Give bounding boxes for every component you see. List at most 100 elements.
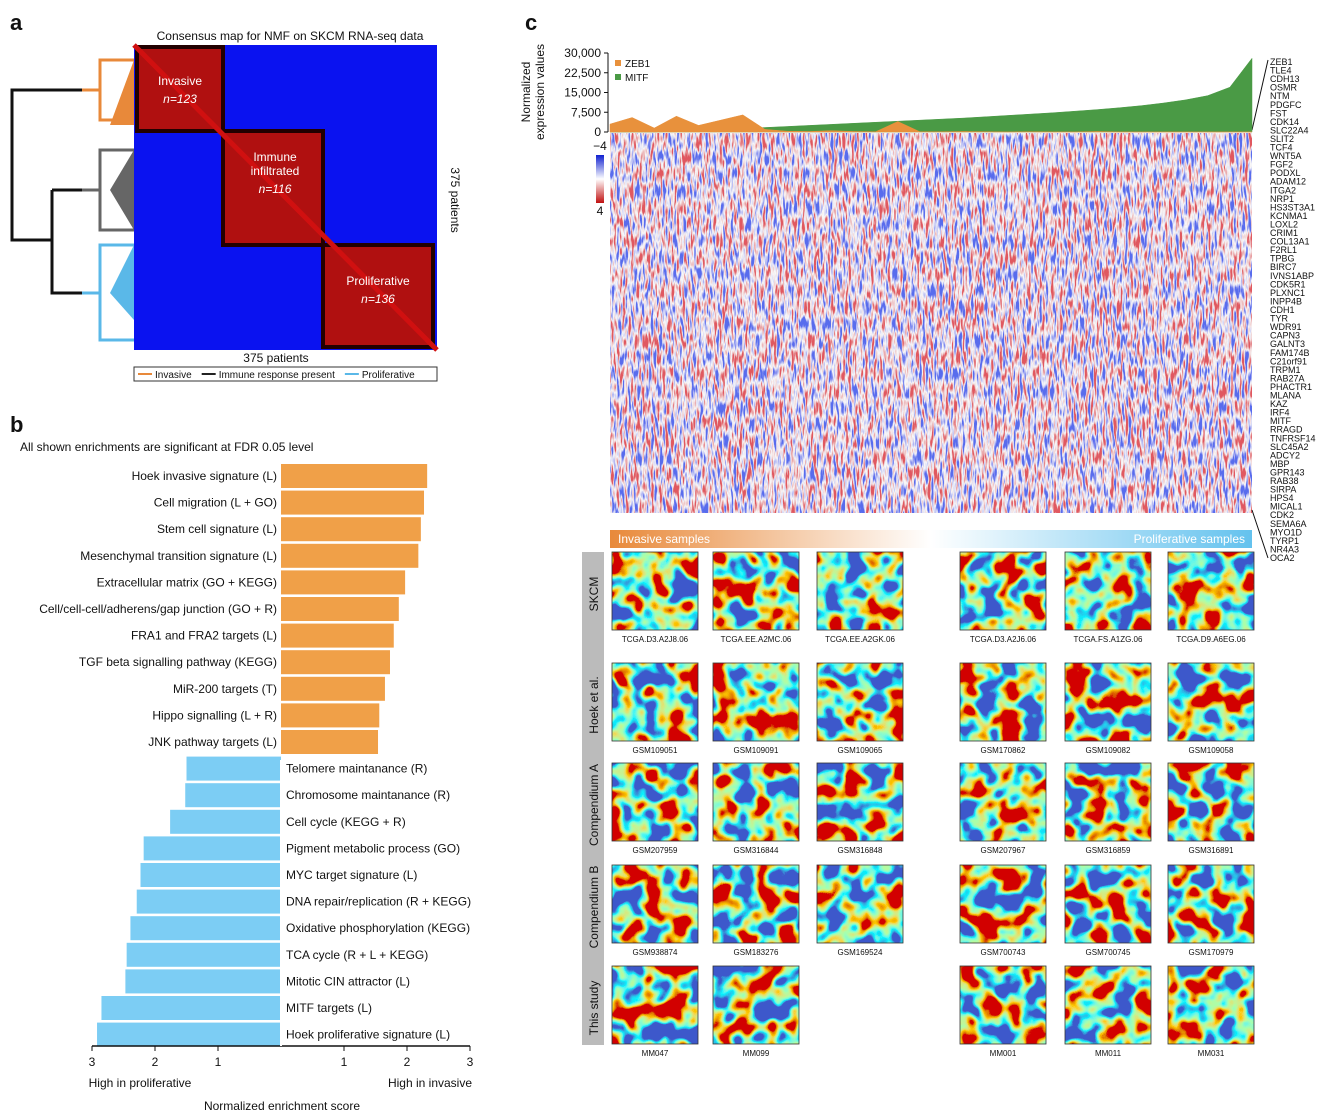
sample-label: GSM316891 — [1189, 846, 1234, 855]
category-label: Hoek proliferative signature (L) — [286, 1028, 450, 1042]
bar — [281, 491, 424, 515]
heatmap — [610, 133, 1252, 513]
map-title: Consensus map for NMF on SKCM RNA-seq da… — [157, 29, 424, 43]
som-map — [1168, 763, 1254, 841]
som-map — [612, 865, 698, 943]
som-map — [1065, 966, 1151, 1044]
row-label: Compendium B — [587, 866, 601, 949]
band-label: Proliferative samples — [1134, 532, 1245, 546]
category-label: JNK pathway targets (L) — [148, 735, 277, 749]
panel-label: a — [10, 10, 23, 35]
category-label: TCA cycle (R + L + KEGG) — [286, 948, 428, 962]
sample-label: GSM700743 — [981, 948, 1026, 957]
som-map — [817, 552, 903, 630]
category-label: MITF targets (L) — [286, 1001, 372, 1015]
sample-label: GSM109082 — [1086, 746, 1131, 755]
bar — [101, 996, 281, 1020]
cluster-label: Immune — [253, 150, 297, 164]
x-tick-label: 3 — [467, 1055, 474, 1069]
som-map — [1065, 763, 1151, 841]
sample-label: GSM109051 — [633, 746, 678, 755]
sample-label: GSM169524 — [838, 948, 883, 957]
bar — [281, 677, 385, 701]
sample-label: GSM109065 — [838, 746, 883, 755]
sample-label: GSM316844 — [734, 846, 779, 855]
sample-label: GSM938874 — [633, 948, 678, 957]
sample-label: TCGA.D3.A2J8.06 — [622, 635, 689, 644]
legend-label: Proliferative — [362, 370, 415, 381]
bar — [125, 969, 281, 993]
som-map — [612, 966, 698, 1044]
sample-label: MM099 — [743, 1049, 770, 1058]
bar — [281, 624, 394, 648]
bar — [127, 943, 281, 967]
category-label: Oxidative phosphorylation (KEGG) — [286, 921, 470, 935]
som-map — [1065, 552, 1151, 630]
sample-label: TCGA.EE.A2MC.06 — [721, 635, 792, 644]
bar — [144, 836, 281, 860]
cluster-label: infiltrated — [251, 164, 300, 178]
bar — [281, 464, 427, 488]
x-tick-label: 3 — [89, 1055, 96, 1069]
x-tick-label: 2 — [152, 1055, 159, 1069]
bar — [187, 757, 282, 781]
sample-label: GSM316859 — [1086, 846, 1131, 855]
som-map — [713, 865, 799, 943]
x-axis-title: Normalized enrichment score — [204, 1099, 360, 1113]
bar — [97, 1023, 281, 1047]
y-tick-label: 7,500 — [571, 105, 601, 119]
sample-label: MM047 — [642, 1049, 669, 1058]
category-label: MYC target signature (L) — [286, 868, 417, 882]
subtitle: All shown enrichments are significant at… — [20, 440, 313, 454]
gene-label: OCA2 — [1270, 553, 1295, 563]
sample-label: GSM170979 — [1189, 948, 1234, 957]
gene-bracket — [1252, 60, 1268, 558]
x-axis-label: 375 patients — [243, 351, 308, 365]
som-map — [1065, 865, 1151, 943]
category-label: Mesenchymal transition signature (L) — [80, 549, 277, 563]
category-label: Mitotic CIN attractor (L) — [286, 974, 410, 988]
x-tick-label: 2 — [404, 1055, 411, 1069]
cluster-label: Invasive — [158, 74, 202, 88]
bar — [281, 703, 379, 727]
category-label: Telomere maintanance (R) — [286, 762, 427, 776]
bar — [281, 517, 421, 541]
category-label: Stem cell signature (L) — [157, 522, 277, 536]
y-tick-label: 30,000 — [564, 46, 601, 60]
category-label: Chromosome maintanance (R) — [286, 788, 450, 802]
sample-label: GSM170862 — [981, 746, 1026, 755]
som-map — [960, 663, 1046, 741]
legend-swatch — [615, 60, 621, 66]
sample-label: MM001 — [990, 1049, 1017, 1058]
som-map — [817, 763, 903, 841]
band-label: Invasive samples — [618, 532, 710, 546]
sample-label: GSM316848 — [838, 846, 883, 855]
dendrogram — [12, 60, 134, 340]
row-label: This study — [587, 981, 601, 1036]
som-map — [1168, 663, 1254, 741]
category-label: Hoek invasive signature (L) — [132, 469, 277, 483]
som-map — [612, 552, 698, 630]
y-axis-label: expression values — [533, 44, 547, 140]
som-map — [817, 663, 903, 741]
area — [610, 58, 1252, 132]
category-label: MiR-200 targets (T) — [173, 682, 277, 696]
som-map — [960, 966, 1046, 1044]
som-map — [713, 763, 799, 841]
y-tick-label: 0 — [594, 125, 601, 139]
category-label: Extracellular matrix (GO + KEGG) — [97, 575, 277, 589]
x-label-right: High in invasive — [388, 1076, 472, 1090]
bar — [130, 916, 281, 940]
som-map — [960, 552, 1046, 630]
category-label: DNA repair/replication (R + KEGG) — [286, 895, 471, 909]
legend-swatch — [615, 74, 621, 80]
sample-label: TCGA.EE.A2GK.06 — [825, 635, 895, 644]
sample-label: GSM700745 — [1086, 948, 1131, 957]
bar — [281, 730, 378, 754]
legend-label: Immune response present — [219, 370, 335, 381]
sample-label: GSM207959 — [633, 846, 678, 855]
bar — [281, 570, 405, 594]
y-tick-label: 15,000 — [564, 86, 601, 100]
som-map — [1065, 663, 1151, 741]
panel-label: c — [525, 10, 537, 35]
